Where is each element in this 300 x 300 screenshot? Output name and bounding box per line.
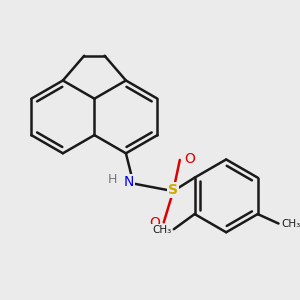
Text: O: O — [149, 216, 160, 230]
Text: CH₃: CH₃ — [152, 225, 171, 235]
Text: O: O — [184, 152, 195, 166]
Text: N: N — [124, 175, 134, 189]
Text: S: S — [168, 183, 178, 197]
Text: CH₃: CH₃ — [281, 220, 300, 230]
Text: H: H — [108, 173, 117, 186]
